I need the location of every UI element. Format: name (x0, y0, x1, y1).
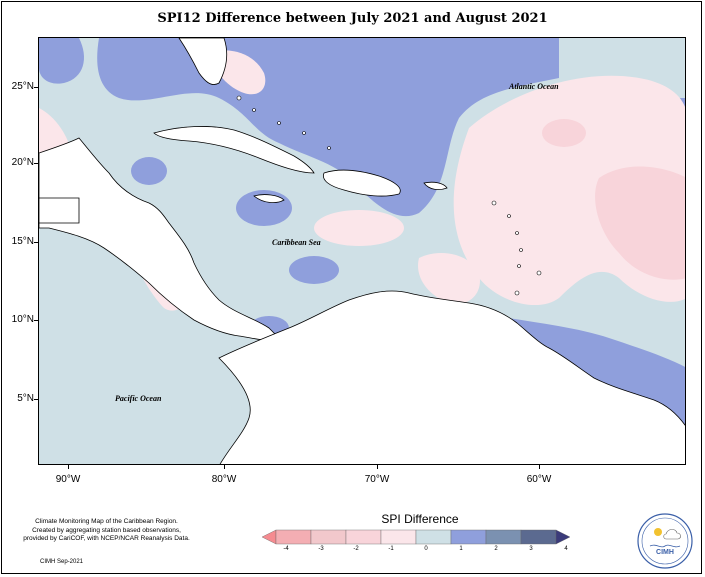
legend-bin (415, 529, 452, 545)
legend-bin (310, 529, 347, 545)
lon-tickmark (539, 465, 540, 469)
pink-zone-venezuela-coast (418, 253, 480, 304)
legend-tick: -4 (283, 546, 289, 552)
credit-date: CIMH Sep-2021 (40, 559, 84, 565)
pink-zone-east-deeper (595, 166, 685, 280)
small-islands (236, 95, 542, 296)
legend-tick: -2 (353, 546, 359, 552)
lon-tickmark (68, 465, 69, 469)
spi-map-svg: Atlantic Ocean Caribbean Sea Pacific Oce… (39, 38, 685, 464)
land-mexico-central-america (39, 137, 280, 341)
legend-tick: 0 (424, 546, 428, 552)
lon-tick-70: 70°W (364, 474, 390, 485)
pink-zone-mid-atlantic (542, 119, 586, 147)
lat-tick-25: 25°N (11, 81, 34, 92)
blue-zone-west (39, 38, 84, 84)
legend-arrow-right (555, 529, 571, 545)
credit-line-1: Climate Monitoring Map of the Caribbean … (35, 518, 178, 525)
legend-tick: 3 (529, 546, 533, 552)
land-jamaica (253, 194, 285, 204)
lat-tickmark (34, 320, 38, 321)
legend-title: SPI Difference (381, 512, 459, 526)
cimh-logo-icon: CIMH (637, 513, 693, 569)
logo-text: CIMH (656, 549, 674, 556)
legend-bin (275, 529, 312, 545)
legend-tick: -1 (388, 546, 394, 552)
lat-tick-15: 15°N (11, 236, 34, 247)
pink-zone-caribbean-south (314, 210, 404, 246)
land-hispaniola (322, 169, 401, 197)
land-puerto-rico (423, 181, 448, 190)
lat-tickmark (34, 163, 38, 164)
legend-arrow-left (262, 529, 277, 545)
legend-bin (485, 529, 522, 545)
lat-tick-10: 10°N (11, 314, 34, 325)
lat-tick-20: 20°N (11, 157, 34, 168)
legend-colorbar (262, 529, 571, 545)
land-masses (39, 38, 685, 464)
legend-tick: -3 (318, 546, 324, 552)
legend-bin (380, 529, 417, 545)
map-area[interactable]: Atlantic Ocean Caribbean Sea Pacific Oce… (38, 37, 686, 465)
lon-tickmark (377, 465, 378, 469)
label-atlantic-ocean: Atlantic Ocean (508, 82, 559, 91)
lon-tick-90: 90°W (55, 474, 81, 485)
lon-tick-60: 60°W (526, 474, 552, 485)
credit-line-2: Created by aggregating station based obs… (32, 526, 181, 534)
legend-tick: 2 (494, 546, 498, 552)
legend-tick: 1 (459, 546, 463, 552)
label-caribbean-sea: Caribbean Sea (272, 238, 321, 247)
lat-tick-5: 5°N (17, 393, 34, 404)
legend-tick: 4 (564, 546, 568, 552)
land-yucatan-box (39, 197, 80, 224)
lon-tick-80: 80°W (211, 474, 237, 485)
lat-tickmark (34, 399, 38, 400)
blue-zone-central (289, 256, 339, 284)
land-south-america (218, 290, 685, 464)
land-cuba (153, 126, 315, 174)
blue-zone-yucatan (131, 157, 167, 185)
legend-bin (450, 529, 487, 545)
label-pacific-ocean: Pacific Ocean (115, 394, 162, 403)
legend-bin (345, 529, 382, 545)
lon-tickmark (224, 465, 225, 469)
legend-bin (520, 529, 557, 545)
map-title: SPI12 Difference between July 2021 and A… (157, 11, 548, 26)
lat-tickmark (34, 87, 38, 88)
land-florida (178, 38, 228, 85)
credit-text: Climate Monitoring Map of the Caribbean … (14, 518, 199, 544)
credit-line-3: provided by CariCOF, with NCEP/NCAR Rean… (23, 535, 190, 542)
lat-tickmark (34, 242, 38, 243)
